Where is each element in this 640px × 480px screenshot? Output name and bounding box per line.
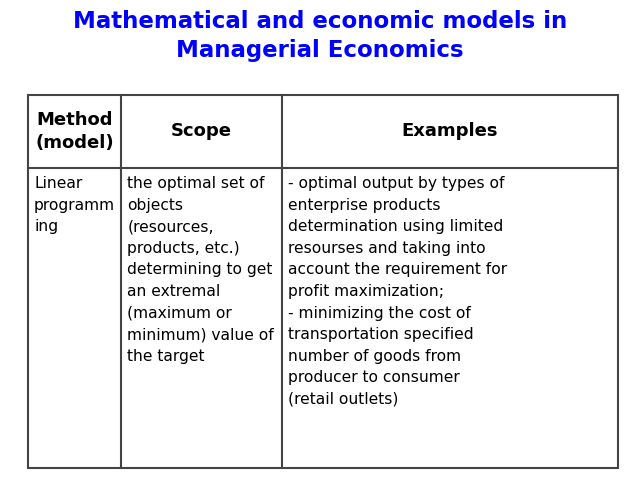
Text: Scope: Scope [171, 122, 232, 141]
Text: Method
(model): Method (model) [35, 111, 114, 152]
Text: - optimal output by types of
enterprise products
determination using limited
res: - optimal output by types of enterprise … [288, 176, 507, 407]
Bar [28, 95, 618, 468]
Text: the optimal set of
objects
(resources,
products, etc.)
determining to get
an ext: the optimal set of objects (resources, p… [127, 176, 274, 364]
Text: Mathematical and economic models in
Managerial Economics: Mathematical and economic models in Mana… [73, 10, 567, 62]
Text: Linear
programm
ing: Linear programm ing [34, 176, 115, 234]
Text: Examples: Examples [402, 122, 498, 141]
